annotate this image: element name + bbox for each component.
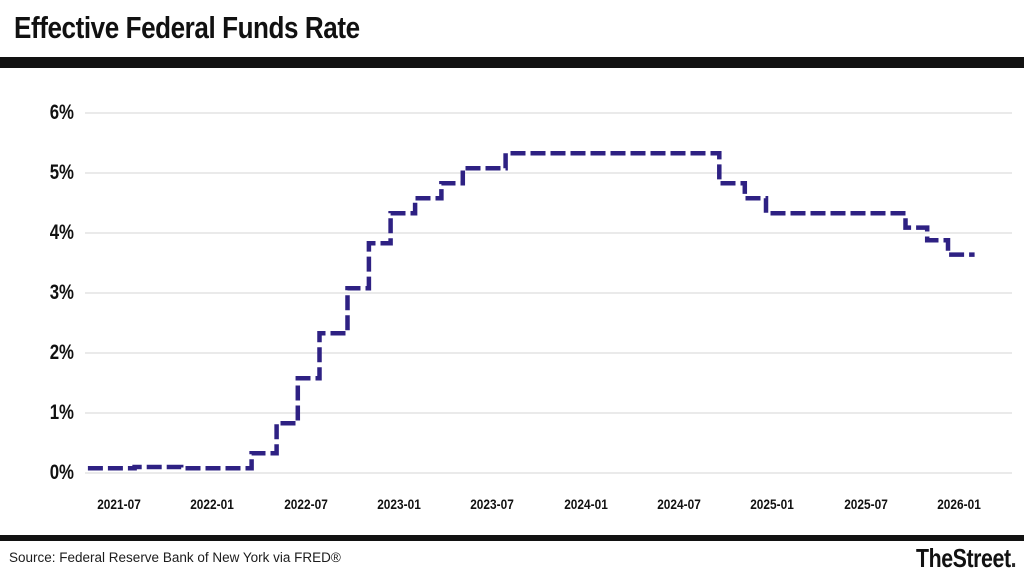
y-tick-label: 3%: [49, 281, 74, 304]
x-tick-label: 2025-01: [750, 497, 795, 512]
chart-gridlines: [85, 112, 1012, 474]
y-tick-label: 0%: [49, 461, 74, 484]
y-tick-label: 1%: [49, 401, 74, 424]
source-attribution: Source: Federal Reserve Bank of New York…: [9, 550, 341, 565]
footer-divider-bar: [0, 535, 1024, 541]
x-tick-label: 2021-07: [97, 497, 141, 512]
y-tick-label: 2%: [49, 341, 74, 364]
x-tick-label: 2023-07: [470, 497, 515, 512]
x-tick-label: 2023-01: [377, 497, 421, 512]
x-tick-label: 2022-07: [283, 497, 328, 512]
x-tick-label: 2025-07: [843, 497, 888, 512]
thestreet-logo-dot: .: [1010, 543, 1016, 573]
x-tick-label: 2022-01: [190, 497, 235, 512]
page-title: Effective Federal Funds Rate: [14, 10, 360, 45]
y-tick-label: 6%: [49, 101, 74, 124]
title-divider-bar: [0, 57, 1024, 68]
thestreet-logo-text: TheStreet: [915, 543, 1011, 573]
y-tick-label: 5%: [49, 161, 74, 184]
y-tick-label: 4%: [49, 221, 74, 244]
x-tick-label: 2026-01: [937, 497, 981, 512]
ffr-series-line: [87, 150, 975, 471]
x-tick-label: 2024-01: [563, 497, 608, 512]
x-tick-label: 2024-07: [657, 497, 701, 512]
thestreet-logo: TheStreet.: [915, 543, 1017, 574]
